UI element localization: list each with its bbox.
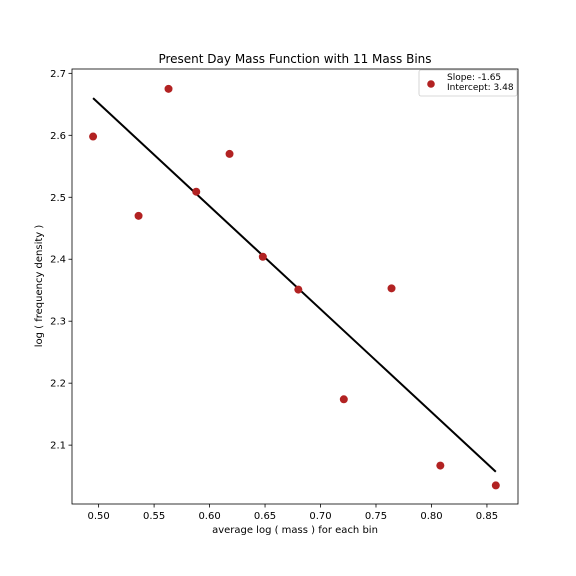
data-point xyxy=(164,84,173,93)
y-tick-label: 2.3 xyxy=(50,317,66,328)
fit-line-group xyxy=(92,97,497,473)
x-tick-label: 0.60 xyxy=(198,511,220,522)
y-tick-label: 2.5 xyxy=(50,193,66,204)
x-axis-ticks: 0.50 0.55 0.60 0.65 0.70 0.75 0.80 0.85 xyxy=(87,504,498,522)
y-axis-ticks: 2.1 2.2 2.3 2.4 2.5 2.6 2.7 xyxy=(50,69,72,452)
y-tick-label: 2.7 xyxy=(50,69,66,80)
data-points xyxy=(89,84,500,490)
y-tick-label: 2.4 xyxy=(50,255,66,266)
plot-frame xyxy=(71,68,519,505)
x-tick-label: 0.85 xyxy=(476,511,498,522)
x-tick-label: 0.75 xyxy=(365,511,387,522)
y-tick-label: 2.1 xyxy=(50,441,66,452)
x-tick-label: 0.50 xyxy=(87,511,109,522)
x-tick-label: 0.55 xyxy=(143,511,165,522)
data-point xyxy=(387,284,396,293)
y-tick-label: 2.6 xyxy=(50,131,66,142)
data-point xyxy=(339,395,348,404)
legend: Slope: -1.65 Intercept: 3.48 xyxy=(418,69,518,97)
data-point xyxy=(225,149,234,158)
data-point xyxy=(258,252,267,261)
legend-slope: Slope: -1.65 xyxy=(447,73,501,83)
data-point xyxy=(134,211,143,220)
x-tick-label: 0.70 xyxy=(309,511,331,522)
data-point xyxy=(436,461,445,470)
legend-marker xyxy=(427,80,435,88)
x-tick-label: 0.65 xyxy=(254,511,276,522)
data-point xyxy=(294,285,303,294)
x-axis-label: average log ( mass ) for each bin xyxy=(212,525,378,536)
legend-box xyxy=(418,69,518,97)
data-point xyxy=(192,187,201,196)
fit-line xyxy=(92,97,497,473)
y-axis-label: log ( frequency density ) xyxy=(34,225,45,348)
x-tick-label: 0.80 xyxy=(420,511,442,522)
chart-title: Present Day Mass Function with 11 Mass B… xyxy=(158,52,431,66)
data-point xyxy=(89,132,98,141)
legend-intercept: Intercept: 3.48 xyxy=(447,83,514,93)
data-point xyxy=(491,481,500,490)
y-tick-label: 2.2 xyxy=(50,379,66,390)
